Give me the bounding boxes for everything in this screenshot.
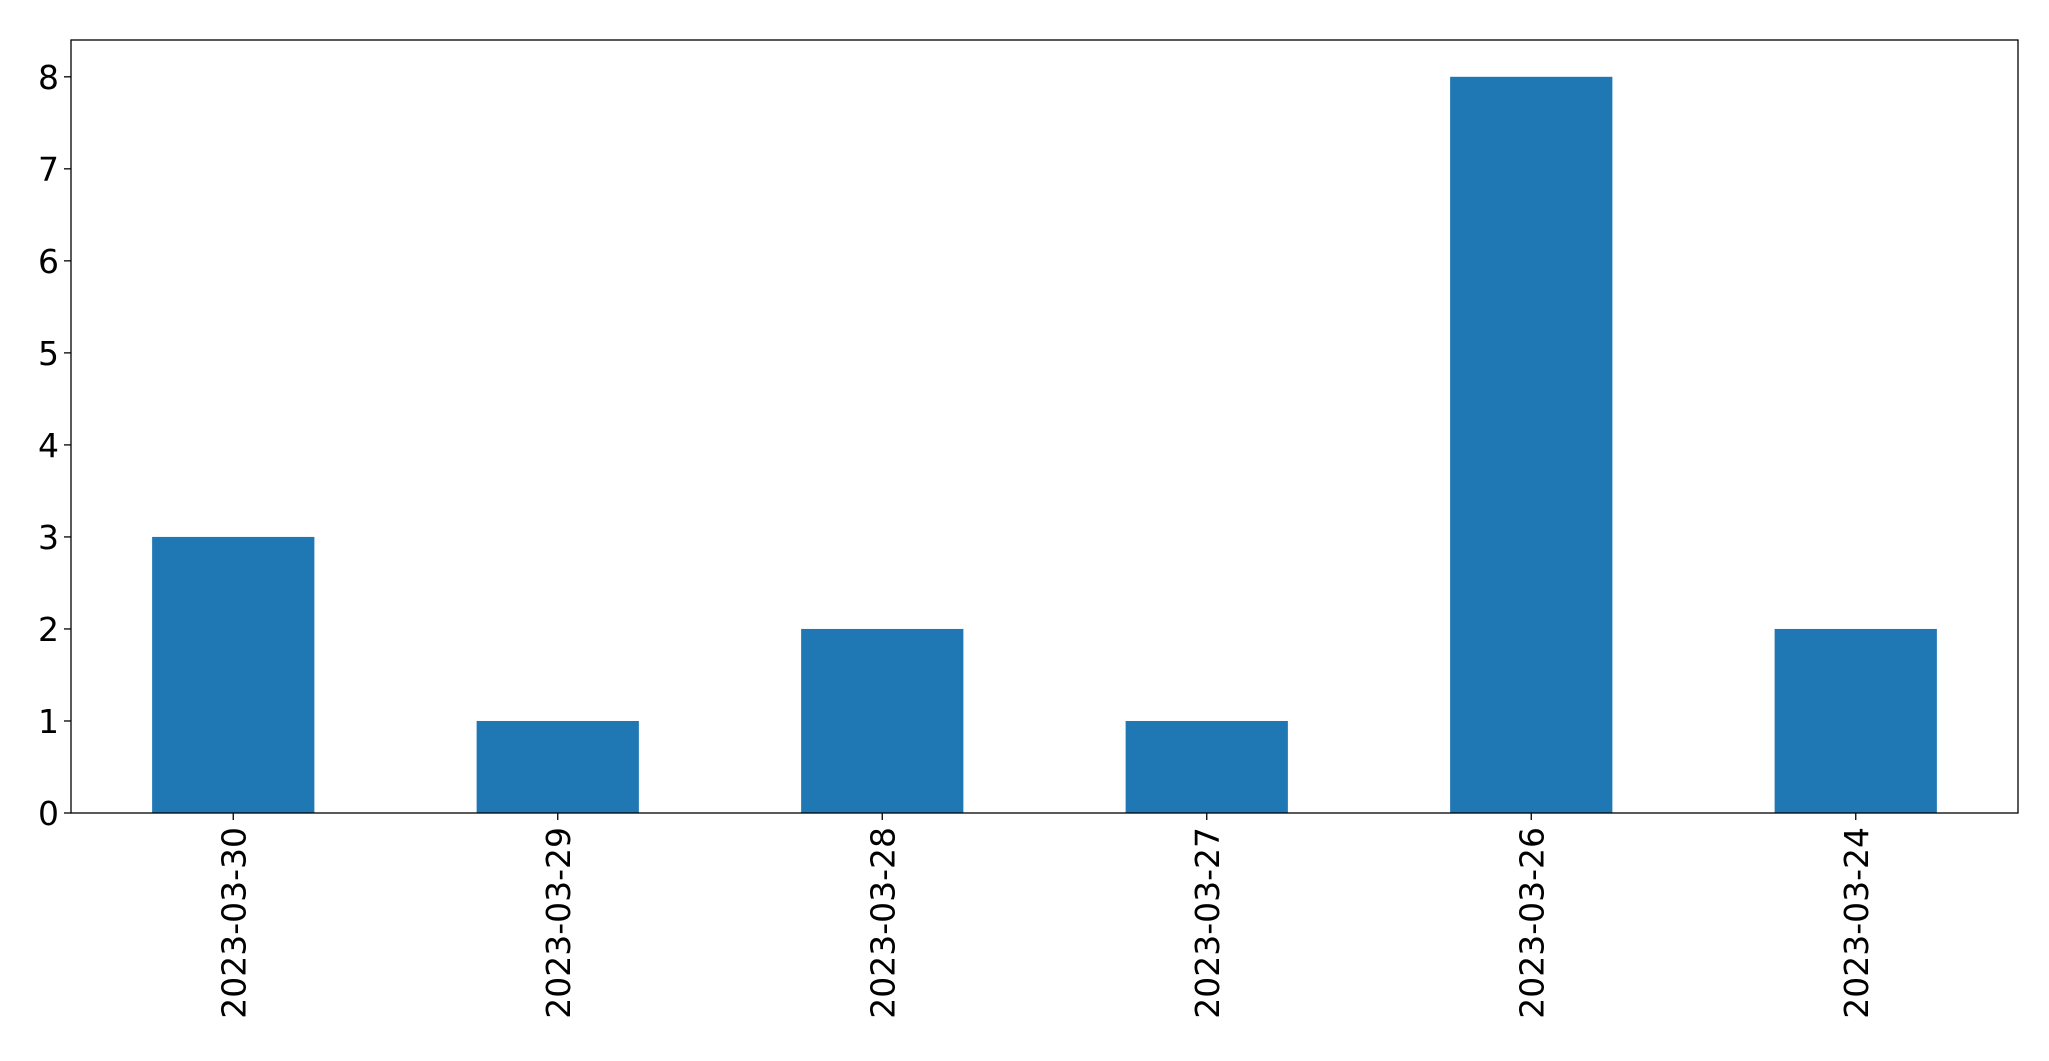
- y-tick-label: 2: [38, 610, 59, 649]
- y-axis: 0 1 2 3 4 5 6 7 8: [38, 58, 71, 833]
- bar-2023-03-26: [1450, 76, 1613, 814]
- y-tick-label: 8: [38, 58, 59, 97]
- x-axis: 2023-03-30 2023-03-29 2023-03-28 2023-03-27…: [214, 813, 1876, 1019]
- y-tick-label: 5: [38, 334, 59, 373]
- y-tick-label: 7: [38, 150, 59, 189]
- y-tick-label: 4: [38, 426, 59, 465]
- y-tick-label: 1: [38, 702, 59, 741]
- bar-2023-03-24: [1774, 628, 1937, 813]
- y-tick-label: 3: [38, 518, 59, 557]
- x-tick-label: 2023-03-26: [1512, 827, 1551, 1019]
- bar-2023-03-27: [1125, 720, 1288, 813]
- plot-frame: [70, 39, 2019, 814]
- bar-2023-03-30: [152, 536, 315, 813]
- bars-layer: [152, 76, 1937, 814]
- y-tick-label: 0: [38, 794, 59, 833]
- bar-2023-03-28: [801, 628, 964, 813]
- x-tick-label: 2023-03-24: [1837, 827, 1876, 1019]
- x-tick-label: 2023-03-28: [863, 827, 902, 1019]
- x-tick-label: 2023-03-30: [214, 827, 253, 1019]
- x-tick-label: 2023-03-27: [1188, 827, 1227, 1019]
- bar-2023-03-29: [476, 720, 639, 813]
- x-tick-label: 2023-03-29: [539, 827, 578, 1019]
- y-tick-label: 6: [38, 242, 59, 281]
